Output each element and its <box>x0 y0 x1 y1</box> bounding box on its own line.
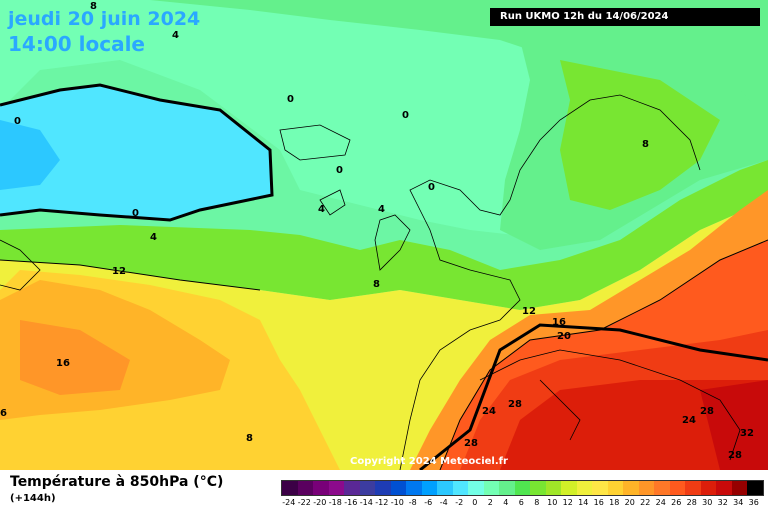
scale-tick: 0 <box>472 498 478 507</box>
scale-swatch <box>700 481 716 495</box>
scale-tick: 36 <box>748 498 759 507</box>
isotherm-label: 0 <box>287 94 294 105</box>
isotherm-label: 6 <box>0 408 7 419</box>
scale-swatch <box>623 481 639 495</box>
scale-swatch <box>421 481 437 495</box>
isotherm-label: 28 <box>508 399 522 410</box>
isotherm-label: 24 <box>482 406 496 417</box>
isotherm-label: 28 <box>700 406 714 417</box>
run-banner: Run UKMO 12h du 14/06/2024 <box>490 8 760 26</box>
isotherm-label: 16 <box>56 358 70 369</box>
scale-swatch <box>638 481 654 495</box>
scale-swatch <box>685 481 701 495</box>
scale-swatch <box>359 481 375 495</box>
isotherm-label: 12 <box>112 266 126 277</box>
scale-tick: 6 <box>518 498 524 507</box>
scale-swatch <box>468 481 484 495</box>
scale-swatch <box>592 481 608 495</box>
scale-tick: -22 <box>297 498 311 507</box>
scale-swatch <box>297 481 313 495</box>
scale-tick: 4 <box>503 498 509 507</box>
scale-tick: -8 <box>408 498 417 507</box>
isotherm-label: 20 <box>557 331 571 342</box>
legend-subtitle: (+144h) <box>10 493 56 504</box>
scale-tick: -6 <box>424 498 433 507</box>
scale-tick: 12 <box>562 498 573 507</box>
scale-tick: -2 <box>455 498 464 507</box>
scale-swatch <box>313 481 329 495</box>
isotherm-label: 24 <box>682 415 696 426</box>
copyright: Copyright 2024 Meteociel.fr <box>350 456 508 467</box>
isotherm-label: 8 <box>246 433 253 444</box>
scale-tick: 26 <box>671 498 682 507</box>
scale-swatch <box>390 481 406 495</box>
scale-swatch <box>514 481 530 495</box>
legend-title: Température à 850hPa (°C) <box>10 474 224 490</box>
scale-tick: -24 <box>282 498 296 507</box>
color-scale <box>281 480 764 496</box>
scale-tick: 18 <box>609 498 620 507</box>
isotherm-label: 8 <box>642 139 649 150</box>
isotherm-label: 0 <box>402 110 409 121</box>
scale-swatch <box>499 481 515 495</box>
scale-tick: 24 <box>655 498 666 507</box>
scale-swatch <box>437 481 453 495</box>
scale-tick: -18 <box>328 498 342 507</box>
scale-tick: 2 <box>487 498 493 507</box>
isotherm-label: 0 <box>336 165 343 176</box>
scale-tick: 10 <box>547 498 558 507</box>
isotherm-label: 0 <box>14 116 21 127</box>
scale-swatch <box>483 481 499 495</box>
isotherm-label: 0 <box>428 182 435 193</box>
scale-tick: 30 <box>702 498 713 507</box>
scale-swatch <box>669 481 685 495</box>
isotherm-label: 8 <box>373 279 380 290</box>
scale-swatch <box>576 481 592 495</box>
forecast-time: 14:00 locale <box>8 32 145 56</box>
isotherm-label: 4 <box>172 30 179 41</box>
isotherm-label: 4 <box>150 232 157 243</box>
scale-tick: -16 <box>344 498 358 507</box>
scale-swatch <box>545 481 561 495</box>
isotherm-label: 0 <box>132 208 139 219</box>
scale-swatch <box>530 481 546 495</box>
scale-tick: -4 <box>439 498 448 507</box>
scale-swatch <box>607 481 623 495</box>
scale-tick: 34 <box>733 498 744 507</box>
scale-tick: 20 <box>624 498 635 507</box>
isotherm-label: 32 <box>740 428 754 439</box>
isotherm-label: 8 <box>90 1 97 12</box>
temperature-map: 8 4 0 0 0 0 0 0 4 4 4 8 8 12 12 16 20 16… <box>0 0 768 470</box>
scale-swatch <box>452 481 468 495</box>
scale-swatch <box>561 481 577 495</box>
scale-swatch <box>344 481 360 495</box>
scale-tick: 8 <box>534 498 540 507</box>
scale-swatch <box>654 481 670 495</box>
scale-swatch <box>328 481 344 495</box>
scale-tick: 32 <box>717 498 728 507</box>
scale-tick: -20 <box>313 498 327 507</box>
isotherm-label: 4 <box>378 204 385 215</box>
scale-tick: -10 <box>390 498 404 507</box>
isotherm-label: 16 <box>552 317 566 328</box>
scale-tick: 14 <box>578 498 589 507</box>
scale-tick: 22 <box>640 498 651 507</box>
scale-swatch <box>282 481 298 495</box>
scale-swatch <box>747 481 763 495</box>
scale-swatch <box>406 481 422 495</box>
isotherm-label: 12 <box>522 306 536 317</box>
forecast-date: jeudi 20 juin 2024 <box>8 8 201 30</box>
scale-tick: 28 <box>686 498 697 507</box>
legend: Température à 850hPa (°C) (+144h) -24 -22… <box>0 470 768 512</box>
scale-tick: -12 <box>375 498 389 507</box>
isotherm-label: 4 <box>318 204 325 215</box>
scale-tick: 16 <box>593 498 604 507</box>
scale-swatch <box>731 481 747 495</box>
isotherm-label: 28 <box>464 438 478 449</box>
scale-tick: -14 <box>359 498 373 507</box>
scale-swatch <box>716 481 732 495</box>
isotherm-label: 28 <box>728 450 742 461</box>
scale-swatch <box>375 481 391 495</box>
